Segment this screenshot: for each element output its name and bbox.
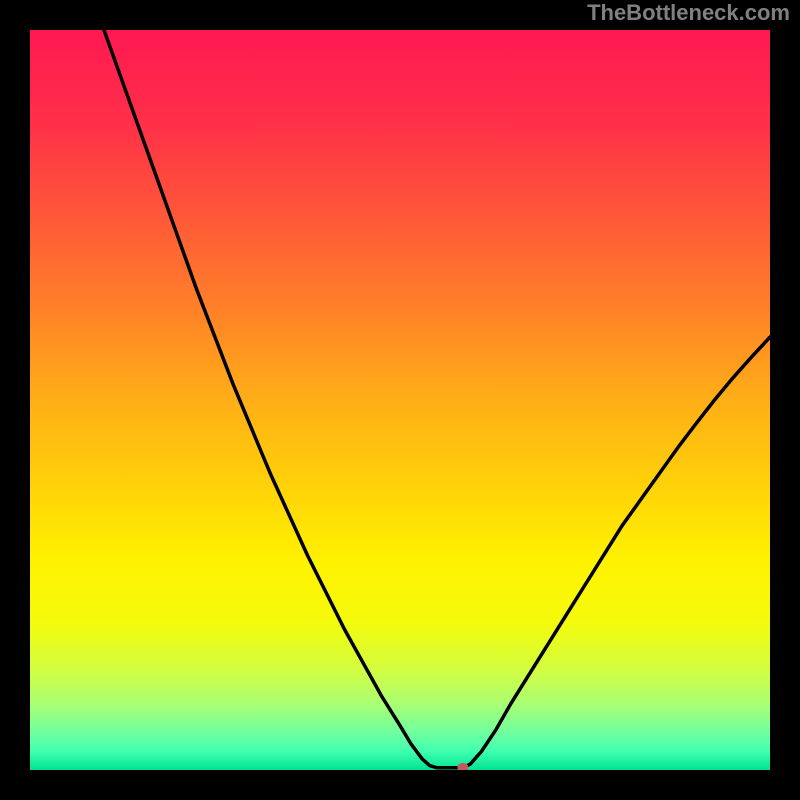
bottleneck-curve: [104, 30, 770, 768]
curve-layer: [30, 30, 770, 770]
plot-area: [30, 30, 770, 770]
chart-container: TheBottleneck.com: [0, 0, 800, 800]
watermark-text: TheBottleneck.com: [587, 0, 790, 26]
